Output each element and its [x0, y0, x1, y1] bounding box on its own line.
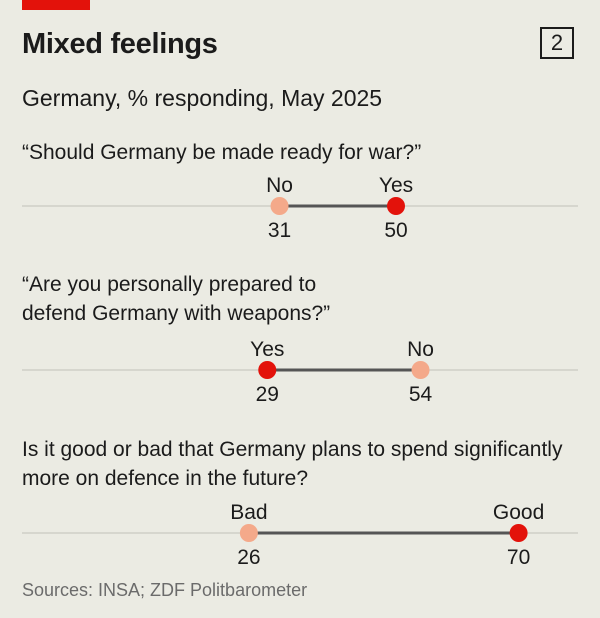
value-2-no: 54: [409, 383, 433, 406]
label-1-yes: Yes: [379, 174, 413, 197]
dot-3-bad: [239, 524, 258, 542]
chart-number-badge: 2: [540, 27, 574, 59]
label-1-no: No: [266, 174, 293, 197]
chart-title: Mixed feelings: [22, 28, 218, 60]
dot-3-good: [509, 524, 528, 542]
dot-1-no: [270, 197, 289, 215]
value-2-yes: 29: [256, 383, 279, 406]
chart-subtitle: Germany, % responding, May 2025: [22, 85, 383, 111]
question-2: “Are you personally prepared to defend G…: [22, 273, 331, 325]
label-3-bad: Bad: [230, 501, 267, 524]
dot-2-yes: [258, 361, 277, 379]
question-3: Is it good or bad that Germany plans to …: [22, 438, 563, 490]
value-1-no: 31: [268, 219, 291, 242]
dot-1-yes: [387, 197, 405, 215]
source-note: Sources: INSA; ZDF Politbarometer: [22, 580, 308, 600]
value-3-good: 70: [507, 546, 530, 569]
question-1: “Should Germany be made ready for war?”: [22, 141, 422, 164]
brand-red-bar: [22, 0, 90, 10]
label-2-yes: Yes: [250, 338, 284, 361]
value-1-yes: 50: [384, 219, 407, 242]
label-2-no: No: [407, 338, 434, 361]
value-3-bad: 26: [237, 546, 260, 569]
dot-2-no: [411, 361, 430, 379]
label-3-good: Good: [493, 501, 544, 524]
